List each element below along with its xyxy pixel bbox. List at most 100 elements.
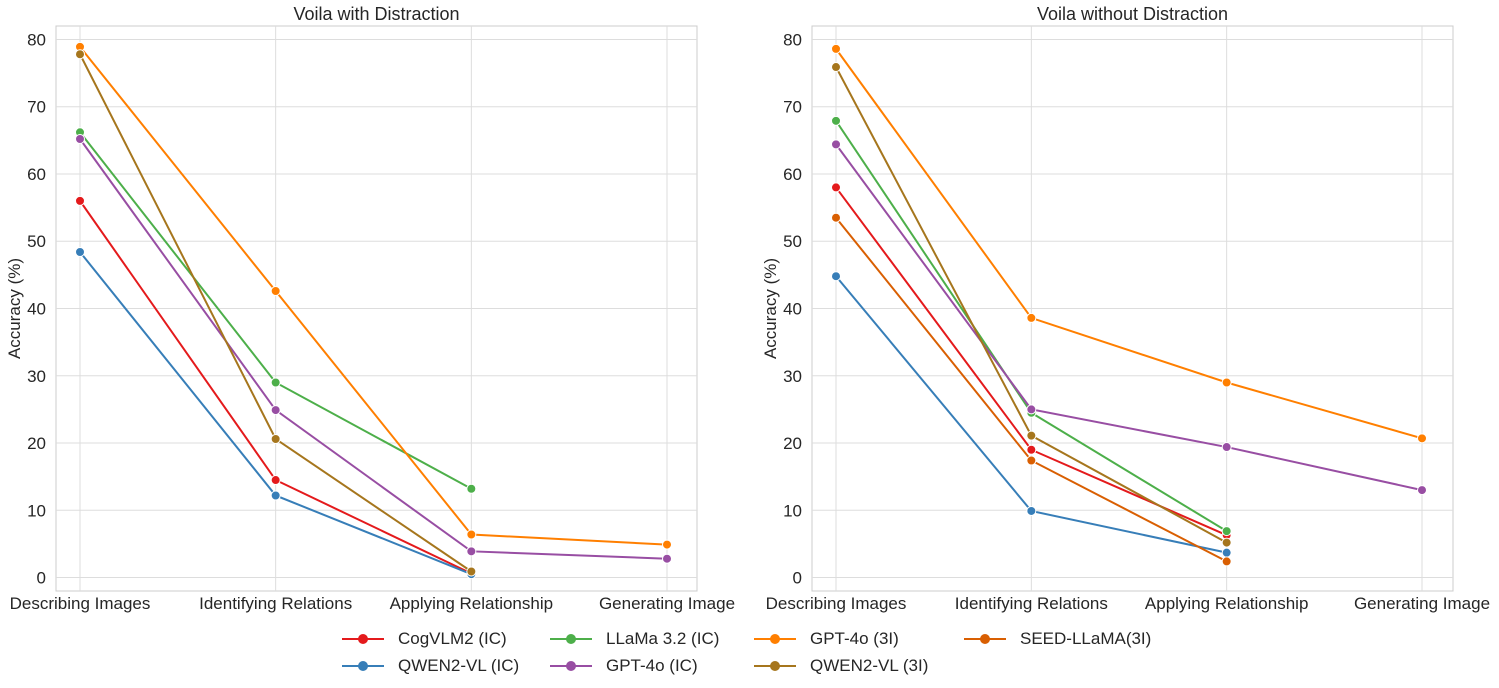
y-tick-label: 30 (27, 367, 46, 386)
data-point (1221, 547, 1232, 558)
data-point (466, 529, 477, 540)
legend-dot (770, 661, 780, 671)
data-point (1026, 444, 1037, 455)
y-tick-label: 40 (27, 300, 46, 319)
data-point (831, 115, 841, 126)
data-point (831, 43, 841, 54)
data-point (1026, 455, 1037, 466)
x-tick-label: Describing Images (10, 594, 151, 613)
legend-marker (752, 627, 798, 651)
series-line (79, 46, 668, 546)
data-point (1417, 485, 1427, 496)
y-tick-label: 30 (783, 367, 802, 386)
legend-marker (340, 627, 386, 651)
data-point (270, 405, 281, 416)
legend-label: CogVLM2 (IC) (398, 629, 507, 648)
chart-voila-without-distraction: 0 10 20 30 40 50 60 70 80 Describing Images Identi… (761, 4, 1490, 613)
legend-item-llama-3-2-ic: LLaMa 3.2 (IC) (548, 627, 719, 651)
data-point (270, 475, 281, 486)
data-point (270, 490, 281, 501)
y-tick-label: 0 (793, 569, 802, 588)
data-point (1221, 442, 1232, 453)
legend-item-qwen2-vl-ic: QWEN2-VL (IC) (340, 654, 519, 678)
data-point (75, 247, 85, 257)
x-tick-label: Generating Image (599, 594, 735, 613)
legend-marker (548, 654, 594, 678)
legend-item-gpt-4o-ic: GPT-4o (IC) (548, 654, 698, 678)
series-line (835, 143, 1423, 492)
legend: CogVLM2 (IC) QWEN2-VL (IC) LLaMa 3.2 (IC… (340, 627, 1200, 679)
data-point (1221, 526, 1232, 537)
legend-dot (566, 634, 576, 644)
data-point (831, 139, 841, 150)
chart-voila-with-distraction: 0 10 20 30 40 50 60 70 80 Describing Images Identi… (5, 4, 735, 613)
y-tick-label: 40 (783, 300, 802, 319)
legend-item-cogvlm2-ic: CogVLM2 (IC) (340, 627, 507, 651)
data-point (831, 62, 841, 73)
y-tick-label: 60 (27, 165, 46, 184)
chart-title: Voila without Distraction (1037, 4, 1228, 24)
series-qwen2-vl-ic (831, 271, 1232, 558)
legend-label: QWEN2-VL (IC) (398, 656, 520, 675)
x-tick-label: Applying Relationship (1145, 594, 1309, 613)
data-point (75, 134, 85, 144)
legend-marker (548, 627, 594, 651)
chart-title: Voila with Distraction (293, 4, 459, 24)
y-tick-label: 20 (27, 434, 46, 453)
y-axis-label: Accuracy (%) (761, 258, 780, 359)
data-point (1221, 377, 1232, 388)
data-point (1026, 505, 1037, 516)
y-tick-label: 70 (27, 98, 46, 117)
legend-item-gpt-4o-3i: GPT-4o (3I) (752, 627, 899, 651)
data-point (466, 483, 477, 494)
x-tick-label: Identifying Relations (955, 594, 1108, 613)
data-point (662, 553, 672, 564)
series-gpt-4o-3i (75, 41, 672, 550)
series-line (79, 138, 668, 560)
series-line (835, 48, 1423, 440)
series-seed-llama-3i (831, 212, 1232, 567)
x-tick-label: Describing Images (766, 594, 907, 613)
data-point (270, 433, 281, 444)
y-tick-label: 60 (783, 165, 802, 184)
legend-dot (980, 634, 990, 644)
series-qwen2-vl-3i (831, 62, 1232, 548)
y-tick-label: 10 (27, 501, 46, 520)
data-point (1221, 556, 1232, 567)
data-point (1026, 404, 1037, 415)
legend-dot (566, 661, 576, 671)
legend-label: LLaMa 3.2 (IC) (606, 629, 720, 648)
data-point (75, 49, 85, 60)
data-point (1026, 312, 1037, 323)
y-tick-label: 70 (783, 98, 802, 117)
legend-label: GPT-4o (IC) (606, 656, 698, 675)
data-point (662, 539, 672, 550)
data-point (831, 182, 841, 193)
legend-dot (358, 661, 368, 671)
data-point (466, 546, 477, 557)
data-point (831, 212, 841, 223)
x-tick-label: Generating Image (1354, 594, 1490, 613)
legend-marker (752, 654, 798, 678)
x-tick-label: Applying Relationship (390, 594, 554, 613)
legend-label: QWEN2-VL (3I) (810, 656, 929, 675)
y-tick-label: 50 (783, 232, 802, 251)
data-point (1026, 430, 1037, 441)
legend-dot (358, 634, 368, 644)
series-gpt-4o-3i (831, 43, 1427, 444)
y-tick-label: 80 (783, 30, 802, 49)
legend-label: GPT-4o (3I) (810, 629, 899, 648)
legend-marker (962, 627, 1008, 651)
data-point (270, 377, 281, 388)
data-point (1417, 433, 1427, 444)
series-qwen2-vl-3i (75, 49, 477, 577)
legend-marker (340, 654, 386, 678)
legend-label: SEED-LLaMA(3I) (1020, 629, 1152, 648)
series-gpt-4o-ic (75, 134, 672, 564)
legend-item-qwen2-vl-3i: QWEN2-VL (3I) (752, 654, 928, 678)
data-point (831, 271, 841, 282)
legend-dot (770, 634, 780, 644)
y-tick-label: 50 (27, 232, 46, 251)
y-tick-label: 10 (783, 501, 802, 520)
